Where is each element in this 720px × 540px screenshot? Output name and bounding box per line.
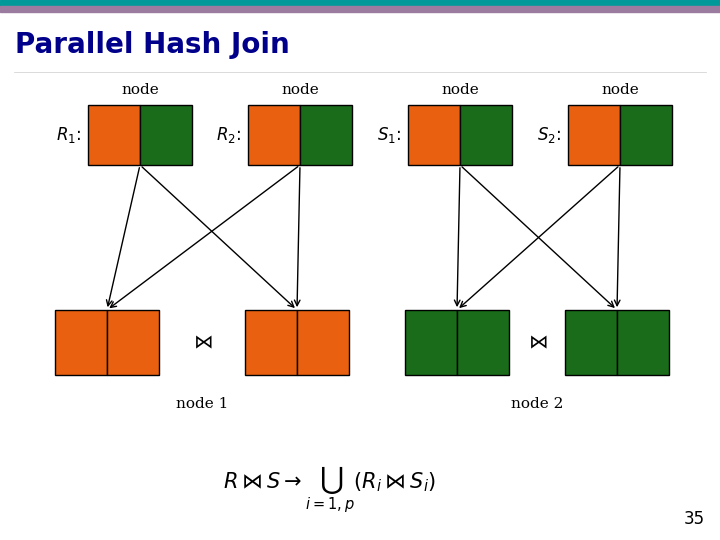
Text: 35: 35 [684, 510, 705, 528]
Bar [408, 105, 460, 165]
Text: Parallel Hash Join: Parallel Hash Join [15, 31, 289, 59]
Bar [568, 105, 620, 165]
Bar [457, 310, 509, 375]
Text: $R \bowtie S \rightarrow \bigcup_{i=1,p}(R_i \bowtie S_i)$: $R \bowtie S \rightarrow \bigcup_{i=1,p}… [223, 465, 436, 515]
Text: $S_2\!:$: $S_2\!:$ [537, 125, 562, 145]
Bar [140, 105, 192, 165]
Bar [297, 310, 349, 375]
Text: node 2: node 2 [510, 397, 563, 411]
Text: $R_1\!:$: $R_1\!:$ [56, 125, 82, 145]
Bar [0, 0, 720, 6]
Bar [248, 105, 300, 165]
Bar [88, 105, 140, 165]
Bar [55, 310, 107, 375]
Bar [245, 310, 297, 375]
Bar [617, 310, 669, 375]
Bar [0, 6, 720, 12]
Text: $\bowtie$: $\bowtie$ [526, 333, 549, 352]
Text: node 1: node 1 [176, 397, 228, 411]
Bar [300, 105, 352, 165]
Text: $\bowtie$: $\bowtie$ [190, 333, 214, 352]
Text: node: node [441, 83, 479, 97]
Text: $R_2\!:$: $R_2\!:$ [216, 125, 242, 145]
Text: node: node [601, 83, 639, 97]
Text: node: node [121, 83, 159, 97]
Bar [620, 105, 672, 165]
Text: $S_1\!:$: $S_1\!:$ [377, 125, 402, 145]
Text: node: node [281, 83, 319, 97]
Bar [565, 310, 617, 375]
Bar [460, 105, 512, 165]
Bar [405, 310, 457, 375]
Bar [107, 310, 159, 375]
